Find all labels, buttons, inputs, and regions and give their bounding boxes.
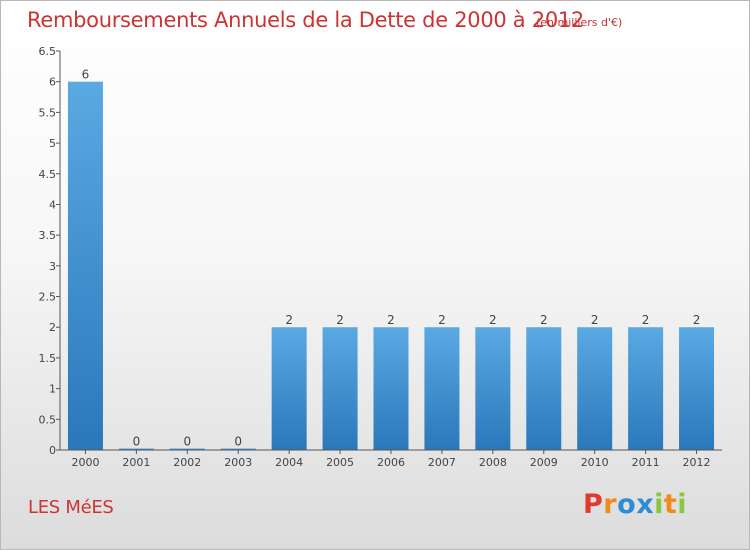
bar	[322, 327, 358, 450]
x-tick-label: 2001	[122, 456, 150, 469]
bar	[475, 327, 511, 450]
x-tick-label: 2012	[683, 456, 711, 469]
bar	[118, 448, 154, 450]
y-tick-label: 2	[49, 321, 56, 334]
x-tick-label: 2006	[377, 456, 405, 469]
bar-data-label: 2	[693, 313, 701, 327]
chart-unit-label: (en milliers d'€)	[536, 16, 623, 29]
y-tick-label: 0.5	[39, 413, 57, 426]
bar	[424, 327, 460, 450]
bar-data-label: 2	[285, 313, 293, 327]
y-tick-label: 1.5	[39, 352, 57, 365]
x-tick-label: 2005	[326, 456, 354, 469]
y-tick-label: 2.5	[39, 291, 57, 304]
y-tick-label: 5	[49, 137, 56, 150]
y-tick-label: 5.5	[39, 106, 57, 119]
bar	[169, 448, 205, 450]
bar-data-label: 0	[183, 435, 191, 449]
y-tick-label: 6	[49, 76, 56, 89]
proxiti-logo: Proxiti	[583, 489, 688, 520]
x-tick-label: 2000	[71, 456, 99, 469]
bar-data-label: 2	[438, 313, 446, 327]
bar-data-label: 2	[591, 313, 599, 327]
bar	[577, 327, 613, 450]
x-tick-label: 2007	[428, 456, 456, 469]
y-tick-label: 3	[49, 260, 56, 273]
city-name: LES MéES	[28, 497, 114, 518]
x-tick-label: 2004	[275, 456, 303, 469]
x-tick-label: 2009	[530, 456, 558, 469]
bar	[220, 448, 256, 450]
bar	[373, 327, 409, 450]
bar-data-label: 0	[234, 435, 242, 449]
bar-data-label: 0	[133, 435, 141, 449]
x-tick-label: 2003	[224, 456, 252, 469]
x-tick-label: 2011	[632, 456, 660, 469]
bar-data-label: 2	[387, 313, 395, 327]
y-tick-label: 4.5	[39, 168, 57, 181]
bar	[679, 327, 715, 450]
bar	[67, 81, 103, 450]
x-tick-label: 2010	[581, 456, 609, 469]
chart-title: Remboursements Annuels de la Dette de 20…	[27, 8, 584, 32]
bar-data-label: 2	[489, 313, 497, 327]
bar-data-label: 2	[642, 313, 650, 327]
y-tick-label: 1	[49, 383, 56, 396]
x-tick-label: 2002	[173, 456, 201, 469]
bar-data-label: 2	[540, 313, 548, 327]
bar	[271, 327, 307, 450]
y-tick-label: 6.5	[39, 45, 57, 58]
bar	[628, 327, 664, 450]
y-tick-label: 4	[49, 198, 56, 211]
y-tick-label: 0	[49, 444, 56, 457]
bar	[526, 327, 562, 450]
x-tick-label: 2008	[479, 456, 507, 469]
bar-data-label: 6	[82, 68, 90, 82]
y-tick-label: 3.5	[39, 229, 57, 242]
bar-data-label: 2	[336, 313, 344, 327]
